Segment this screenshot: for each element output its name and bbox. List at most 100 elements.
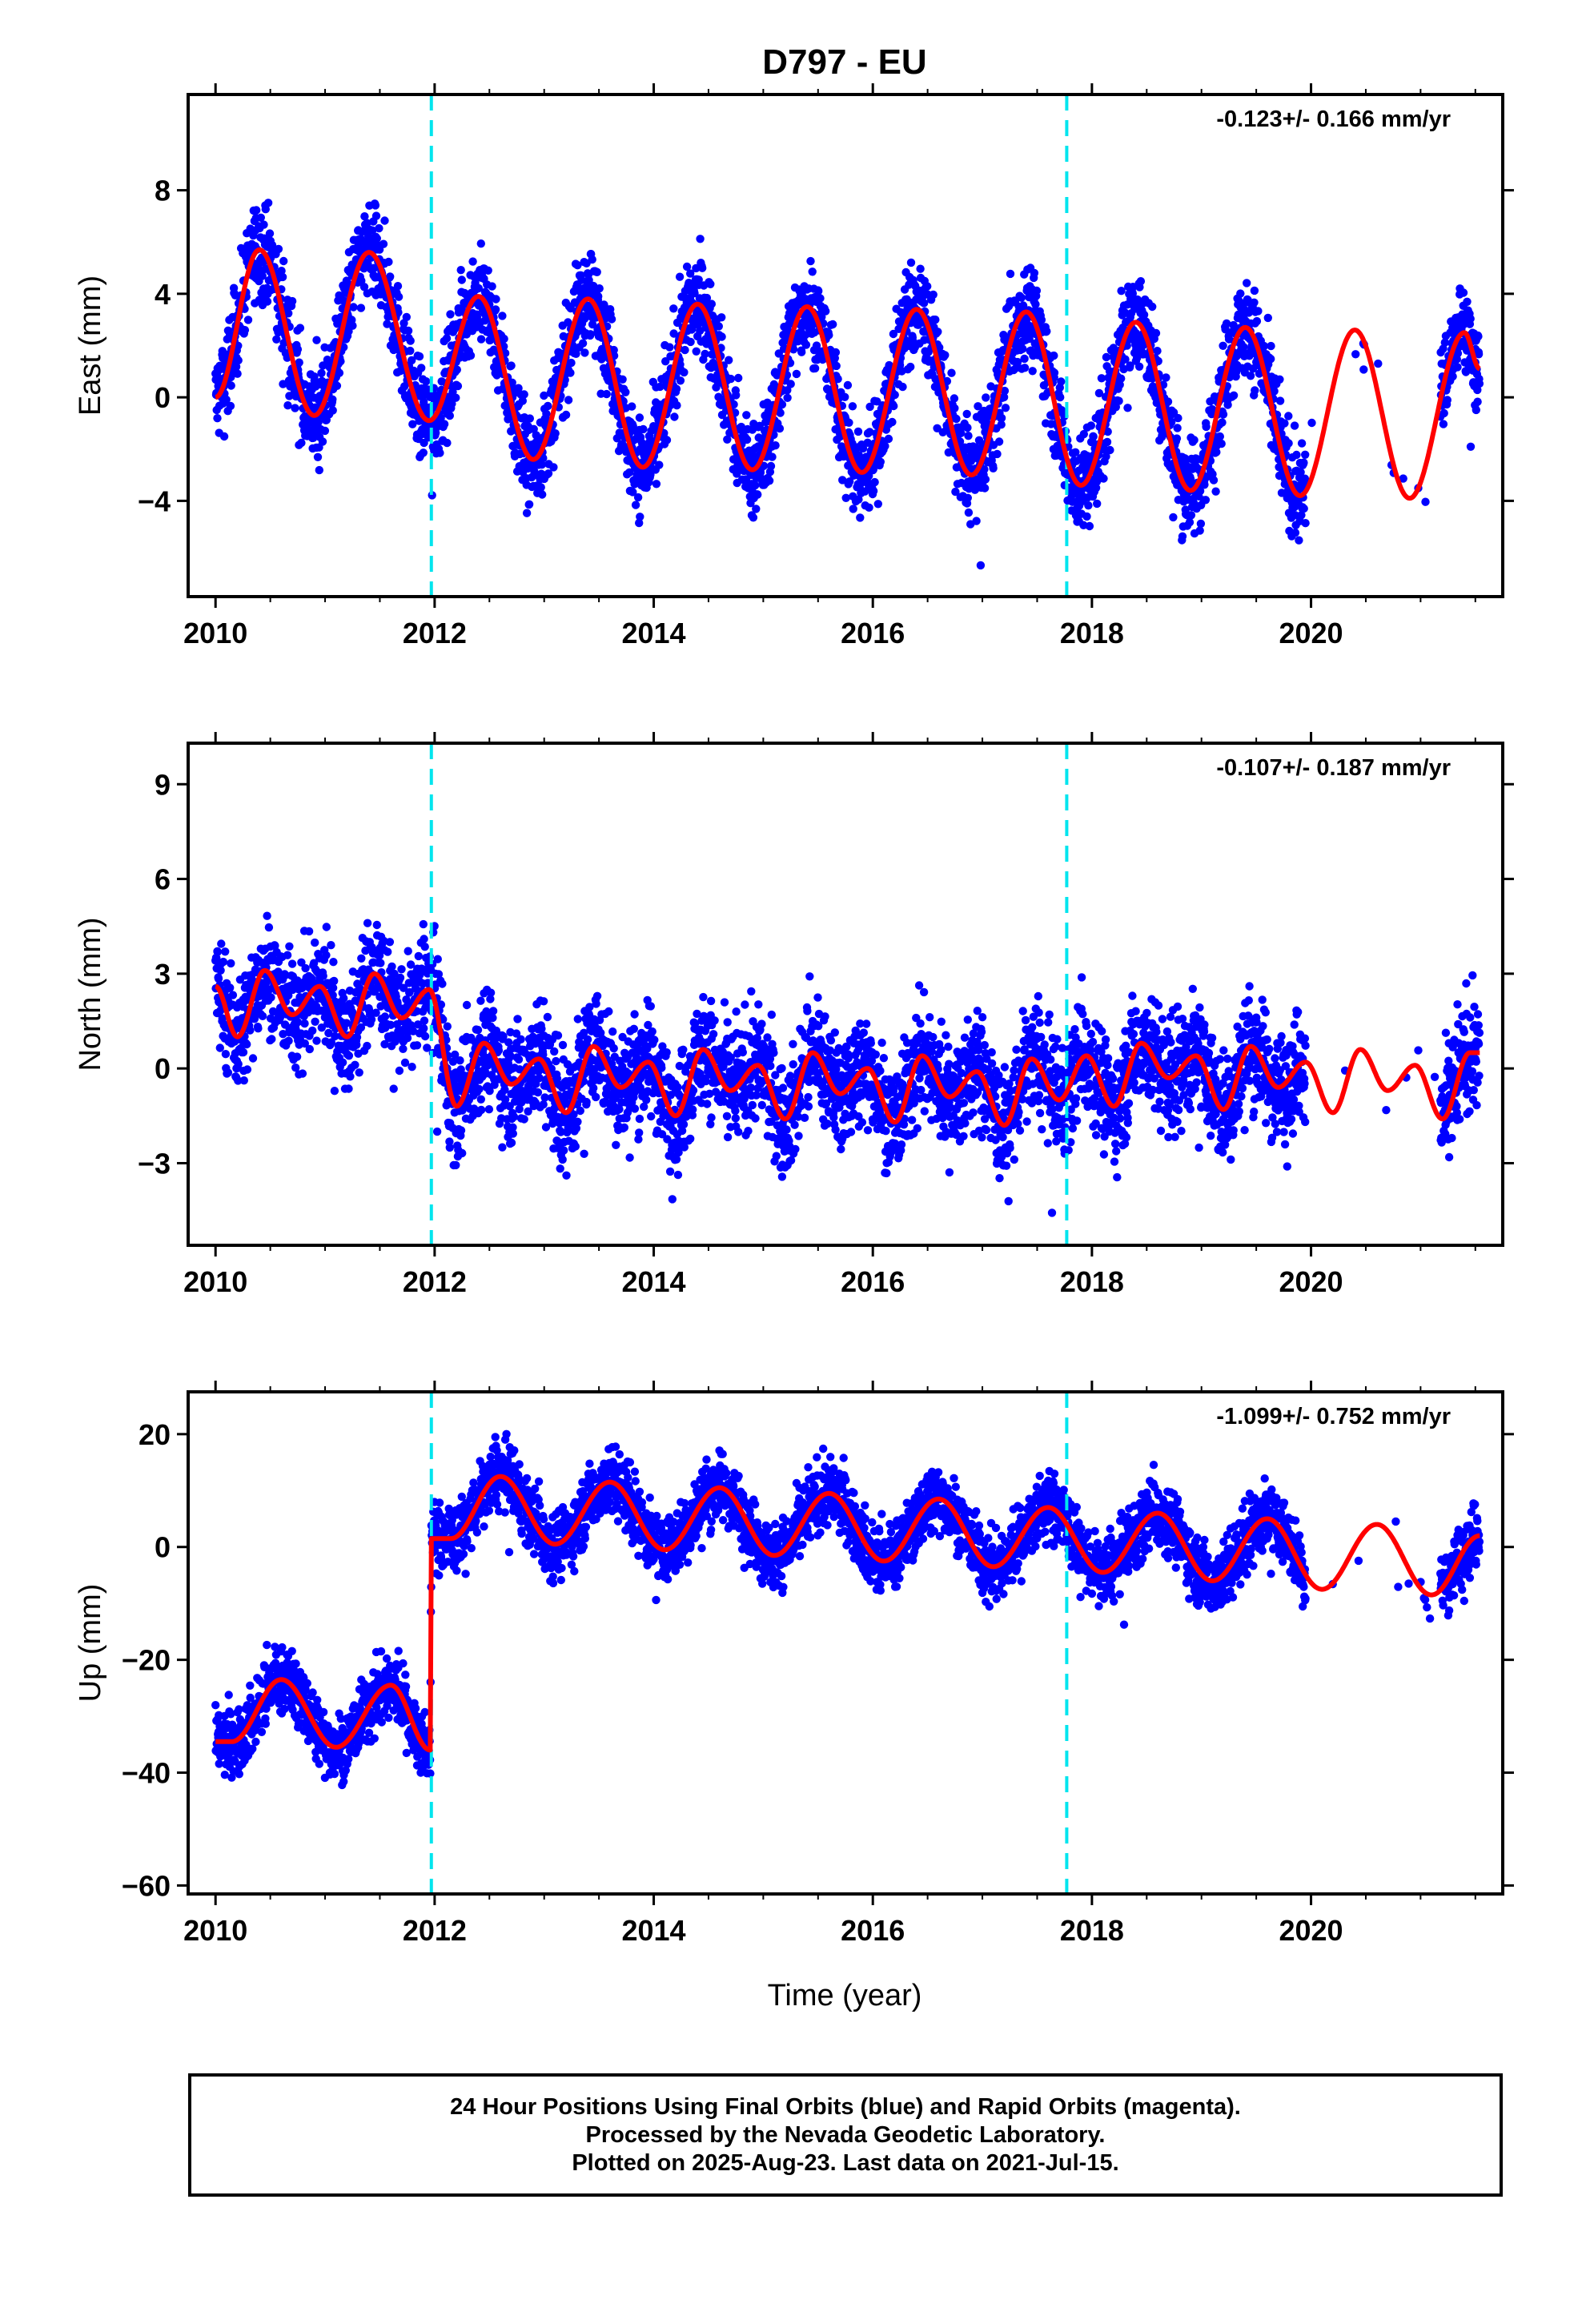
data-point [384, 257, 393, 267]
data-point [1195, 526, 1204, 535]
y-tick-label: 8 [155, 175, 171, 207]
data-point [635, 518, 644, 528]
data-point [231, 362, 241, 372]
data-point [725, 356, 733, 364]
data-point [213, 414, 222, 423]
data-point [476, 1095, 485, 1104]
data-point [993, 449, 1002, 459]
data-point [458, 1148, 467, 1158]
data-point [706, 279, 715, 288]
data-point [1196, 519, 1206, 529]
data-point [549, 463, 558, 472]
data-point [219, 432, 229, 441]
data-point [595, 284, 604, 293]
data-point [246, 1026, 255, 1035]
data-point [380, 216, 389, 225]
data-point [226, 983, 235, 992]
data-point [259, 220, 268, 229]
data-point [277, 267, 286, 275]
data-point [655, 460, 664, 469]
data-point [305, 1044, 314, 1054]
data-point [344, 1084, 353, 1093]
data-point [1267, 341, 1275, 351]
data-point [456, 266, 465, 275]
data-point [375, 223, 383, 233]
data-point [283, 401, 292, 410]
data-point [989, 464, 998, 472]
data-point [1031, 300, 1040, 309]
data-point [446, 310, 455, 319]
data-point [717, 313, 726, 322]
data-point [681, 345, 689, 355]
data-point [264, 923, 274, 932]
data-point [396, 973, 405, 983]
data-point [849, 505, 857, 513]
data-point [1291, 529, 1300, 537]
data-point [308, 1026, 317, 1035]
data-point [810, 364, 820, 373]
data-point [1037, 316, 1046, 324]
data-point [1374, 359, 1383, 368]
data-point [1162, 373, 1170, 382]
data-point [542, 409, 551, 418]
data-point [964, 508, 974, 517]
data-point [552, 1056, 560, 1066]
data-point [440, 420, 449, 428]
data-point [829, 320, 837, 329]
data-point [492, 371, 501, 380]
data-point [690, 288, 699, 298]
data-point [1136, 277, 1146, 286]
data-point [372, 920, 381, 930]
x-tick-label: 2018 [1060, 617, 1124, 649]
data-point [775, 424, 785, 433]
data-point [1473, 397, 1482, 406]
data-point [422, 377, 431, 386]
data-point [686, 337, 695, 347]
data-point [1185, 518, 1195, 527]
data-point [580, 348, 589, 357]
data-point [1443, 396, 1452, 404]
data-point [586, 330, 595, 339]
data-point [408, 1063, 416, 1072]
data-point [669, 329, 678, 338]
data-point [1297, 439, 1307, 448]
data-point [692, 347, 701, 356]
data-point [393, 282, 403, 291]
data-point [994, 437, 1004, 446]
data-point [848, 402, 857, 411]
data-point [1202, 422, 1211, 432]
data-point [1453, 363, 1462, 372]
data-point [1050, 351, 1058, 360]
data-point [508, 378, 516, 387]
data-point [402, 312, 411, 322]
data-point [248, 1054, 258, 1063]
data-points [211, 911, 1484, 1217]
data-point [227, 959, 235, 968]
data-point [223, 1068, 233, 1077]
data-point [1148, 302, 1157, 312]
data-point [295, 324, 305, 332]
data-point [873, 500, 883, 509]
data-point [783, 393, 792, 402]
data-point [383, 947, 392, 956]
data-point [317, 368, 326, 378]
data-point [221, 1050, 231, 1059]
data-point [533, 1088, 543, 1097]
x-tick-label: 2012 [403, 617, 467, 649]
data-point [319, 971, 327, 980]
data-point [300, 1019, 309, 1028]
data-point [283, 951, 292, 959]
data-point [1032, 286, 1042, 296]
data-point [1190, 436, 1199, 444]
data-point [330, 976, 339, 986]
data-point [452, 393, 460, 402]
data-point [675, 272, 685, 281]
data-point [580, 314, 589, 324]
data-point [1020, 364, 1030, 372]
data-point [234, 356, 243, 365]
data-point [397, 965, 406, 974]
data-point [314, 417, 323, 427]
data-point [243, 316, 253, 324]
data-point [272, 335, 281, 344]
data-point [263, 911, 271, 920]
